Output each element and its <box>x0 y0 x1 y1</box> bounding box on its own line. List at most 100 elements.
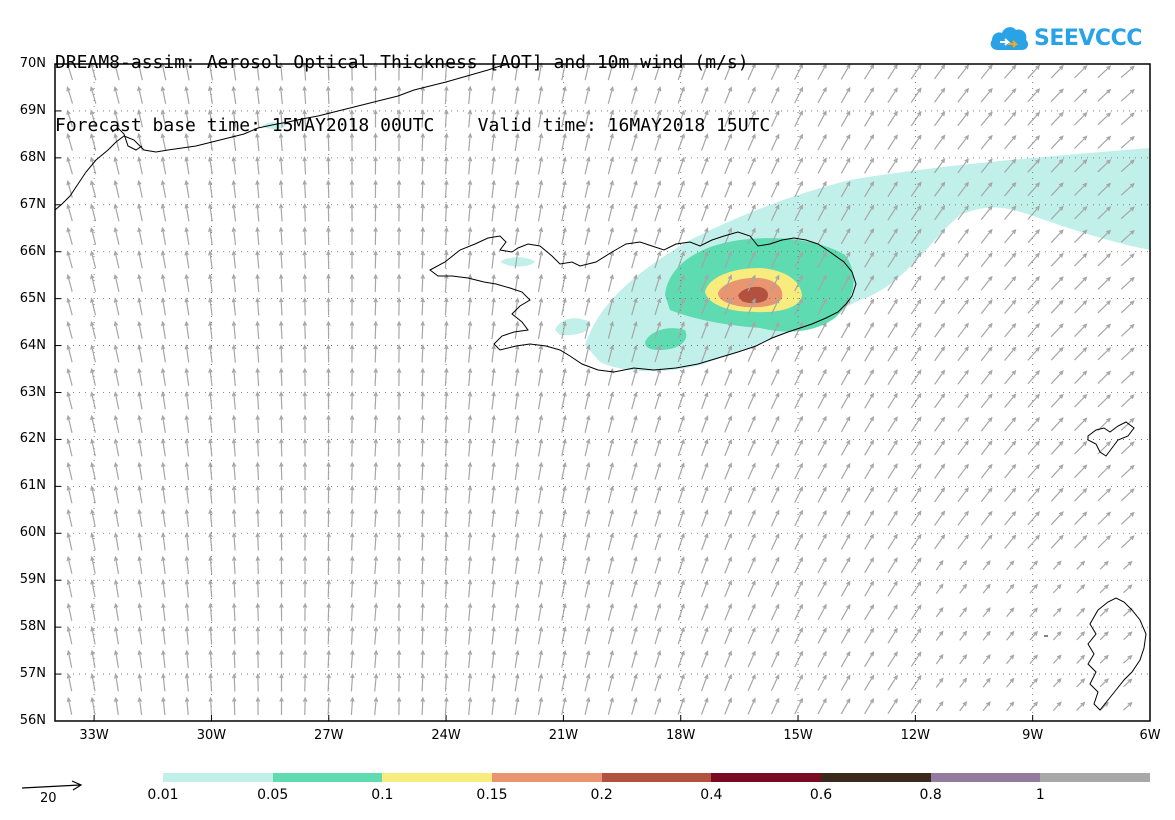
wind-arrow <box>90 555 96 574</box>
wind-arrow <box>887 533 898 550</box>
wind-arrow <box>373 579 379 598</box>
wind-arrow <box>1004 134 1017 150</box>
wind-arrow <box>910 63 922 80</box>
wind-arrow <box>1006 583 1015 594</box>
wind-arrow <box>66 391 73 410</box>
wind-arrow <box>654 462 662 480</box>
wind-arrow <box>561 532 567 551</box>
wind-arrow <box>864 345 874 362</box>
wind-arrow <box>700 297 709 316</box>
lat-label: 58N <box>19 619 46 635</box>
wind-arrow <box>957 181 969 197</box>
wind-arrow <box>514 250 520 269</box>
wind-arrow <box>1004 275 1017 291</box>
wind-arrow <box>231 203 237 222</box>
wind-arrow <box>302 132 307 152</box>
wind-arrow <box>864 580 874 597</box>
wind-arrow <box>160 109 167 128</box>
wind-arrow <box>137 461 143 480</box>
wind-arrow <box>467 250 473 269</box>
wind-arrow <box>864 510 874 527</box>
wind-arrow <box>1097 182 1112 196</box>
wind-arrow <box>1004 205 1017 220</box>
wind-arrow <box>607 626 614 645</box>
wind-arrow <box>747 579 756 598</box>
wind-arrow <box>208 203 213 222</box>
wind-arrow <box>1074 417 1088 432</box>
wind-arrow <box>1074 88 1088 102</box>
wind-arrow <box>959 560 968 571</box>
wind-arrow <box>1120 394 1135 408</box>
wind-arrow <box>747 274 756 292</box>
wind-arrow <box>184 297 190 316</box>
wind-arrow <box>887 510 898 527</box>
wind-arrow <box>373 132 378 151</box>
wind-arrow <box>396 696 402 716</box>
wind-arrow <box>113 461 120 480</box>
wind-arrow <box>584 320 591 339</box>
wind-arrow <box>137 250 143 269</box>
wind-arrow <box>561 156 567 175</box>
wind-arrow <box>1027 534 1041 549</box>
wind-arrow <box>491 320 496 339</box>
wind-arrow <box>208 602 213 622</box>
wind-arrow <box>184 203 190 222</box>
wind-arrow <box>980 534 993 550</box>
wind-arrow <box>514 156 520 175</box>
wind-arrow <box>373 555 379 575</box>
wind-arrow <box>208 179 213 198</box>
wind-arrow <box>349 461 355 481</box>
wind-arrow <box>89 109 97 128</box>
wind-arrow <box>514 344 520 363</box>
wind-arrow <box>887 275 898 292</box>
wind-arrow <box>302 461 308 481</box>
colorbar-segment <box>930 773 1041 782</box>
wind-arrow <box>631 555 638 574</box>
wind-arrow <box>584 485 591 504</box>
colorbar-segment <box>821 773 931 782</box>
wind-arrow <box>161 485 166 504</box>
wind-arrow <box>1050 417 1064 432</box>
wind-arrow <box>66 226 73 245</box>
wind-arrow <box>491 367 496 386</box>
wind-arrow <box>770 533 780 550</box>
wind-arrow <box>537 508 544 528</box>
wind-arrow <box>607 203 614 222</box>
wind-arrow <box>607 109 614 128</box>
wind-arrow <box>584 649 591 668</box>
wind-arrow <box>326 226 331 246</box>
wind-arrow <box>607 391 614 410</box>
wind-arrow <box>631 461 638 480</box>
wind-arrow <box>326 297 331 316</box>
wind-arrow <box>631 250 638 269</box>
wind-arrow <box>1074 276 1088 291</box>
wind-arrow <box>326 438 331 457</box>
map-title: DREAM8-assim: Aerosol Optical Thickness … <box>55 10 770 157</box>
wind-arrow <box>326 579 331 598</box>
wind-arrow <box>184 626 190 645</box>
wind-arrow <box>934 322 946 338</box>
wind-arrow <box>137 532 143 551</box>
wind-arrow <box>396 273 402 293</box>
wind-arrow <box>864 463 874 480</box>
wind-arrow <box>770 251 780 268</box>
wind-arrow <box>1052 701 1062 711</box>
wind-arrow <box>747 673 756 692</box>
wind-arrow <box>561 297 567 316</box>
wind-arrow <box>113 626 119 645</box>
wind-arrow <box>113 132 120 151</box>
wind-arrow <box>864 674 875 691</box>
wind-arrow <box>514 555 520 574</box>
wind-arrow <box>980 299 993 315</box>
wind-arrow <box>514 532 520 551</box>
wind-arrow <box>747 109 756 128</box>
wind-arrow <box>420 226 426 246</box>
wind-arrow <box>607 579 614 598</box>
wind-arrow <box>1052 560 1062 570</box>
wind-arrow <box>584 85 591 104</box>
wind-arrow <box>184 485 190 504</box>
wind-arrow <box>910 627 922 644</box>
wind-arrow <box>137 226 143 245</box>
colorbar-segment <box>272 773 383 782</box>
wind-arrow <box>255 508 261 528</box>
